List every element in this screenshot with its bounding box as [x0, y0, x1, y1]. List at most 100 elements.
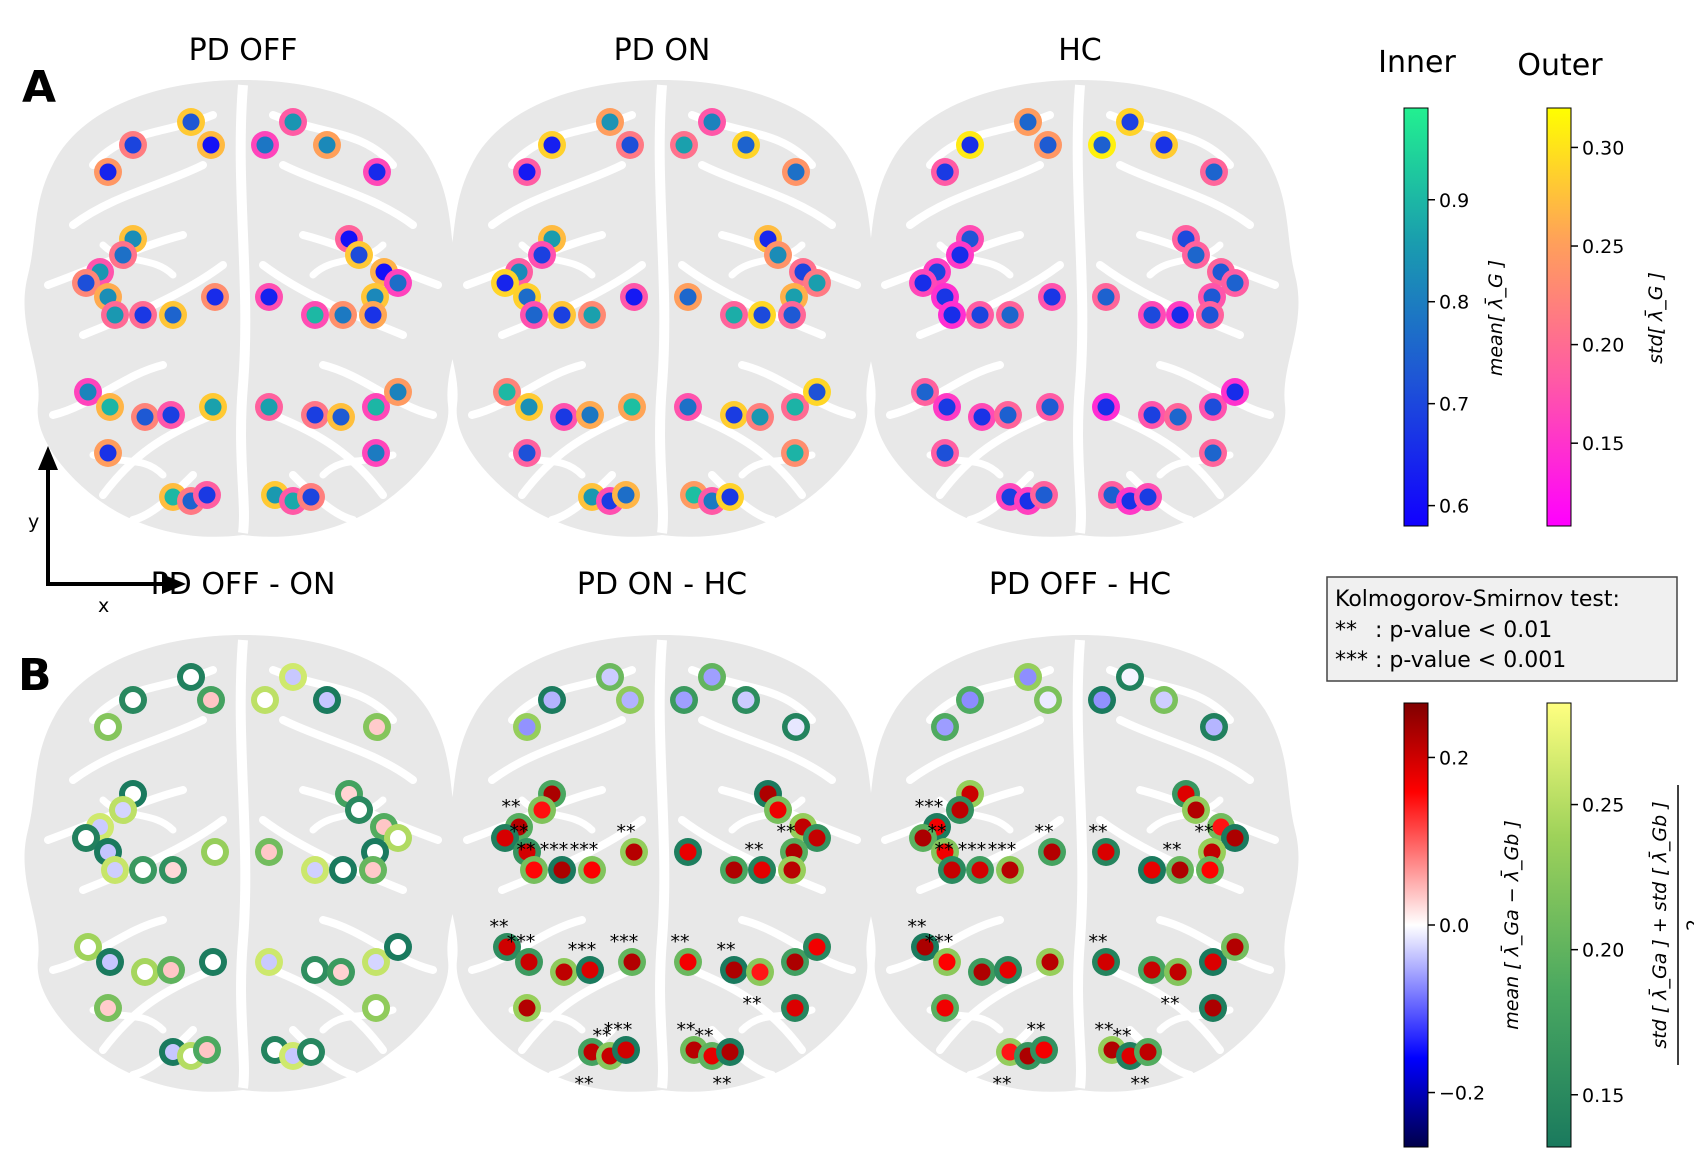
electrode-inner — [79, 383, 97, 401]
electrode-inner — [679, 843, 697, 861]
significance-marker: *** — [958, 839, 987, 861]
electrode-inner — [99, 444, 117, 462]
electrode-inner — [100, 844, 116, 860]
electrode-inner — [498, 938, 516, 956]
electrode-inner — [916, 938, 934, 956]
electrode-inner — [999, 406, 1017, 424]
panel-pd-off-on: PD OFF - ON — [25, 567, 462, 1092]
significance-marker: *** — [604, 1019, 633, 1041]
ks-legend: Kolmogorov-Smirnov test: ** : p-value < … — [1326, 576, 1678, 682]
colorbar-3: −0.2 0.0 0.2 mean [ λ̄_Ga − λ̄_Gb ] — [1403, 702, 1523, 1148]
electrode-inner — [351, 802, 367, 818]
electrode-inner — [1155, 691, 1173, 709]
electrode-inner — [553, 306, 571, 324]
electrode-inner — [99, 288, 117, 306]
electrode-inner — [332, 408, 350, 426]
significance-marker: ** — [935, 839, 954, 861]
electrode-inner — [525, 306, 543, 324]
electrode-inner — [601, 113, 619, 131]
electrode-inner — [1204, 444, 1222, 462]
significance-marker: ** — [1113, 1025, 1132, 1047]
electrode-inner — [306, 306, 324, 324]
electrode-inner — [520, 398, 538, 416]
electrode-inner — [1171, 306, 1189, 324]
electrode-inner — [1001, 306, 1019, 324]
electrode-inner — [1143, 406, 1161, 424]
colorbar-4: 0.15 0.20 0.25 std [ λ̄_Ga ] + std [ λ̄_Gb … — [1546, 702, 1694, 1148]
electrode-inner — [518, 843, 536, 861]
electrode-inner — [1039, 136, 1057, 154]
electrode-inner — [725, 306, 743, 324]
electrode-inner — [100, 719, 116, 735]
colorbar-gradient — [1546, 702, 1572, 1148]
electrode-inner — [1204, 398, 1222, 416]
colorbar-tick-label: 0.25 — [1582, 795, 1624, 817]
electrode-inner — [1097, 953, 1115, 971]
colorbar-tick-label: 0.7 — [1439, 394, 1469, 416]
significance-marker: ** — [777, 821, 796, 843]
electrode-inner — [1187, 801, 1205, 819]
electrode-inner — [1204, 953, 1222, 971]
electrode-inner — [623, 398, 641, 416]
colorbar-title: Inner — [1378, 45, 1456, 80]
colorbar-tick-label: −0.2 — [1439, 1083, 1485, 1105]
panel-pd-on-hc: PD ON - HC**** ** **** *** *** ******* *** *** *… — [444, 567, 881, 1095]
electrode-inner — [198, 486, 216, 504]
significance-marker: *** — [610, 931, 639, 953]
significance-marker: ** — [575, 1073, 594, 1095]
electrode-inner — [137, 964, 153, 980]
electrode-inner — [951, 246, 969, 264]
electrode-inner — [203, 692, 219, 708]
electrode-inner — [267, 1042, 283, 1058]
colorbar-tick-label: 0.6 — [1439, 496, 1469, 518]
electrode-inner — [207, 844, 223, 860]
electrode-inner — [533, 801, 551, 819]
electrode-inner — [999, 961, 1017, 979]
significance-marker: ** — [1095, 1019, 1114, 1041]
significance-marker: ** — [1195, 821, 1214, 843]
electrode-inner — [936, 843, 954, 861]
electrode-inner — [261, 954, 277, 970]
electrode-inner — [1041, 398, 1059, 416]
brain-outline — [25, 635, 462, 1092]
electrode-inner — [350, 246, 368, 264]
electrode-inner — [601, 668, 619, 686]
electrode-inner — [533, 246, 551, 264]
electrode-inner — [1226, 383, 1244, 401]
significance-marker: ** — [1163, 839, 1182, 861]
electrode-inner — [389, 274, 407, 292]
electrode-inner — [306, 406, 324, 424]
electrode-inner — [1205, 718, 1223, 736]
electrode-inner — [1226, 274, 1244, 292]
significance-marker: *** — [925, 931, 954, 953]
electrode-inner — [114, 246, 132, 264]
electrode-inner — [675, 691, 693, 709]
electrode-inner — [368, 1000, 384, 1016]
significance-marker: ** — [677, 1019, 696, 1041]
electrode-inner — [786, 953, 804, 971]
electrode-inner — [1143, 861, 1161, 879]
electrode-inner — [808, 938, 826, 956]
electrode-inner — [302, 488, 320, 506]
electrode-inner — [971, 306, 989, 324]
electrode-inner — [769, 801, 787, 819]
electrode-inner — [136, 408, 154, 426]
electrode-inner — [938, 953, 956, 971]
electrode-inner — [1019, 113, 1037, 131]
electrode-inner — [318, 136, 336, 154]
electrode-inner — [390, 830, 406, 846]
electrode-inner — [721, 488, 739, 506]
electrode-inner — [625, 843, 643, 861]
electrode-inner — [124, 136, 142, 154]
electrode-inner — [1019, 668, 1037, 686]
colorbar-label: mean[ λ̄_G ] — [1483, 260, 1507, 376]
electrode-inner — [1139, 1043, 1157, 1061]
electrode-inner — [621, 691, 639, 709]
significance-marker: ** — [671, 931, 690, 953]
electrode-inner — [204, 398, 222, 416]
electrode-inner — [307, 962, 323, 978]
electrode-inner — [390, 939, 406, 955]
electrode-inner — [525, 861, 543, 879]
electrode-inner — [518, 288, 536, 306]
electrode-inner — [1143, 306, 1161, 324]
